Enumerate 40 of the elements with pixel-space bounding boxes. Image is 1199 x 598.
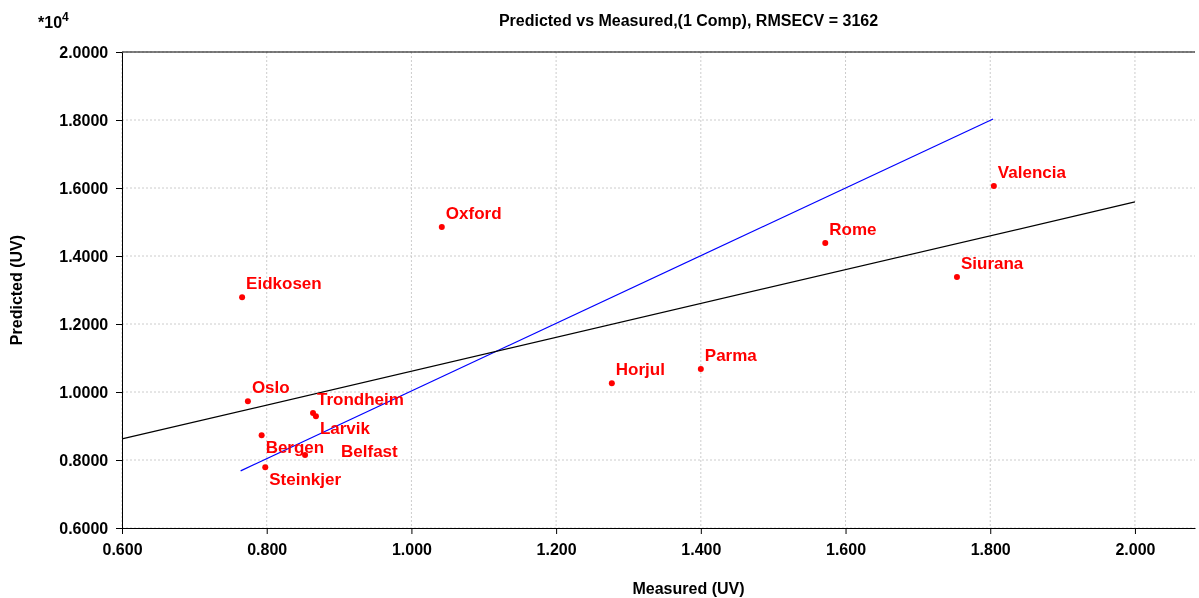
annotation: Steinkjer	[269, 470, 342, 490]
y-tick-label: 0.6000	[59, 519, 109, 537]
y-tick-label: 1.0000	[59, 383, 109, 401]
annotation: Oxford	[445, 204, 502, 224]
point	[953, 274, 960, 281]
point	[608, 380, 615, 387]
x-tick-label: 1.200	[536, 540, 577, 558]
annotation: Parma	[704, 345, 758, 365]
point	[438, 224, 445, 231]
point	[262, 464, 269, 471]
x-tick-label: 1.600	[826, 540, 867, 558]
annotation: Valencia	[997, 162, 1067, 182]
x-tick-label: 0.800	[247, 540, 288, 558]
x-tick-label: 1.800	[970, 540, 1011, 558]
y-tick-label: 2.0000	[59, 43, 109, 61]
point	[990, 182, 997, 189]
point	[697, 365, 704, 372]
y-tick-label: 1.6000	[59, 179, 109, 197]
y-tick-label: 1.4000	[59, 247, 109, 265]
x-axis-title: Measured (UV)	[632, 580, 745, 597]
x-tick-label: 0.600	[102, 540, 143, 558]
y-tick-label: 1.8000	[59, 111, 109, 129]
point	[239, 294, 246, 301]
x-tick-label: 2.000	[1115, 540, 1156, 558]
annotation: Belfast	[341, 441, 399, 461]
point	[244, 398, 251, 405]
annotation: Rome	[829, 220, 877, 240]
point	[258, 432, 265, 439]
y-tick-label: 0.8000	[59, 451, 109, 469]
annotation: Eidkosen	[246, 274, 322, 294]
x-tick-label: 1.400	[681, 540, 722, 558]
x-tick-label: 1.000	[391, 540, 433, 558]
annotation: Siurana	[960, 254, 1024, 274]
text: *10$^{4}$	[38, 10, 70, 31]
annotation: Oslo	[251, 378, 290, 398]
point	[822, 240, 829, 247]
chart-title: Predicted vs Measured,(1 Comp), RMSECV = 3162	[498, 12, 879, 29]
y-axis-title: Predicted (UV)	[8, 234, 25, 346]
annotation: Horjul	[615, 360, 665, 380]
y-tick-label: 1.2000	[59, 315, 109, 333]
